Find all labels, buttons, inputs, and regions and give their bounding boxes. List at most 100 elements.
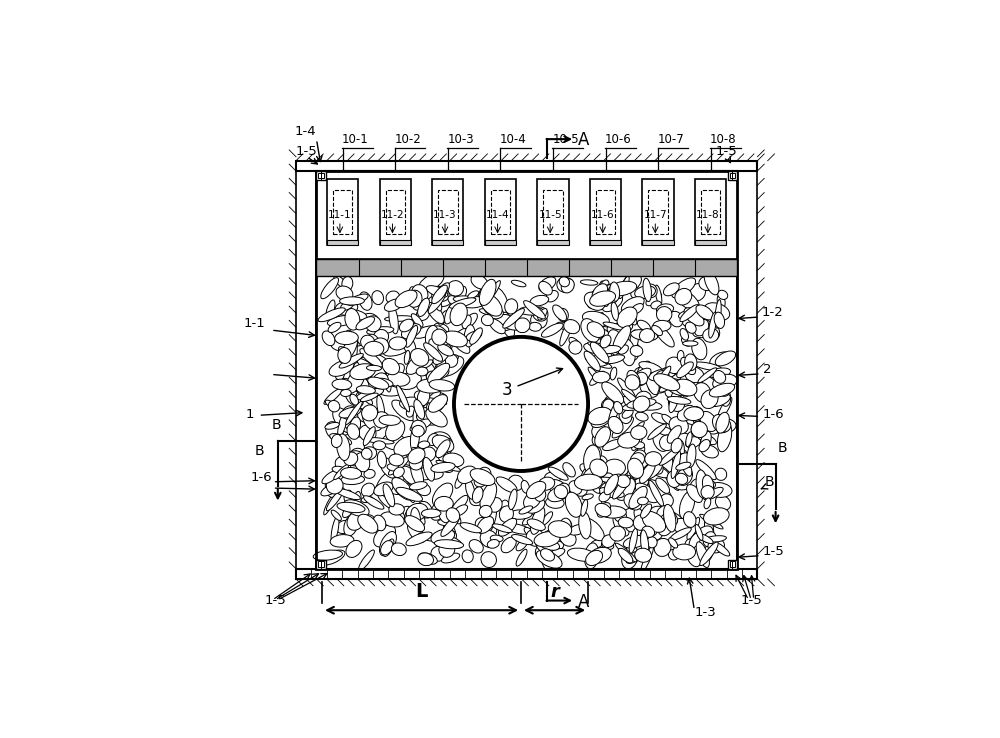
Ellipse shape — [580, 469, 587, 486]
Ellipse shape — [544, 472, 561, 483]
Ellipse shape — [681, 338, 690, 346]
Ellipse shape — [696, 432, 716, 444]
Ellipse shape — [693, 328, 712, 338]
Ellipse shape — [673, 440, 684, 469]
Ellipse shape — [538, 477, 555, 490]
Ellipse shape — [503, 308, 524, 328]
Ellipse shape — [645, 284, 657, 297]
Ellipse shape — [651, 521, 664, 540]
Ellipse shape — [613, 325, 631, 351]
Ellipse shape — [353, 362, 369, 380]
Ellipse shape — [344, 452, 358, 466]
Ellipse shape — [374, 329, 389, 344]
Ellipse shape — [659, 373, 682, 392]
Ellipse shape — [343, 372, 363, 381]
Ellipse shape — [602, 397, 617, 407]
Bar — [695, 179, 726, 245]
Ellipse shape — [658, 382, 675, 393]
Ellipse shape — [623, 535, 648, 548]
Ellipse shape — [693, 417, 703, 426]
Ellipse shape — [581, 500, 588, 517]
Ellipse shape — [361, 497, 373, 503]
Ellipse shape — [648, 480, 672, 500]
Ellipse shape — [710, 394, 730, 407]
Ellipse shape — [629, 528, 637, 554]
Ellipse shape — [458, 466, 477, 483]
Ellipse shape — [359, 425, 376, 441]
Ellipse shape — [422, 298, 433, 311]
Ellipse shape — [710, 418, 736, 433]
Ellipse shape — [631, 479, 649, 499]
Ellipse shape — [356, 386, 375, 394]
Text: 1-1: 1-1 — [244, 317, 265, 330]
Ellipse shape — [343, 500, 369, 517]
Text: 11-6: 11-6 — [591, 210, 615, 221]
Ellipse shape — [614, 321, 633, 333]
Ellipse shape — [332, 466, 346, 473]
Ellipse shape — [648, 382, 658, 392]
Ellipse shape — [425, 389, 440, 399]
Ellipse shape — [437, 498, 451, 523]
Ellipse shape — [680, 305, 699, 322]
Ellipse shape — [391, 543, 406, 556]
Ellipse shape — [444, 354, 458, 368]
Ellipse shape — [364, 496, 384, 509]
Ellipse shape — [584, 351, 600, 370]
Ellipse shape — [603, 473, 615, 486]
Ellipse shape — [687, 444, 696, 467]
Ellipse shape — [343, 464, 360, 476]
Ellipse shape — [707, 483, 732, 497]
Ellipse shape — [695, 525, 703, 540]
Bar — [730, 562, 735, 567]
Ellipse shape — [541, 323, 563, 337]
Ellipse shape — [688, 486, 698, 496]
Ellipse shape — [347, 294, 368, 306]
Ellipse shape — [637, 497, 648, 505]
Ellipse shape — [451, 495, 468, 514]
Ellipse shape — [424, 343, 443, 362]
Ellipse shape — [373, 373, 388, 389]
Ellipse shape — [612, 417, 633, 438]
Ellipse shape — [460, 523, 482, 533]
Ellipse shape — [653, 320, 671, 331]
Ellipse shape — [479, 280, 492, 297]
Ellipse shape — [435, 283, 449, 300]
Ellipse shape — [702, 475, 714, 494]
Ellipse shape — [355, 387, 367, 404]
Ellipse shape — [698, 368, 717, 383]
Bar — [728, 171, 737, 180]
Ellipse shape — [408, 489, 415, 503]
Bar — [316, 171, 737, 259]
Ellipse shape — [367, 327, 394, 335]
Ellipse shape — [313, 550, 342, 560]
Ellipse shape — [719, 387, 731, 407]
Ellipse shape — [689, 407, 704, 421]
Ellipse shape — [351, 408, 371, 433]
Ellipse shape — [683, 511, 696, 528]
Ellipse shape — [641, 546, 653, 572]
Ellipse shape — [642, 511, 666, 532]
Ellipse shape — [704, 516, 714, 543]
Ellipse shape — [404, 473, 415, 484]
Ellipse shape — [389, 447, 402, 469]
Ellipse shape — [582, 311, 609, 326]
Ellipse shape — [413, 508, 427, 526]
Ellipse shape — [560, 531, 576, 546]
Ellipse shape — [701, 486, 714, 499]
Ellipse shape — [344, 514, 358, 536]
Ellipse shape — [622, 390, 642, 407]
Bar — [537, 179, 569, 245]
Ellipse shape — [704, 487, 723, 500]
Text: 1-6: 1-6 — [251, 471, 272, 483]
Ellipse shape — [445, 303, 456, 324]
Ellipse shape — [462, 550, 473, 562]
Ellipse shape — [682, 413, 698, 432]
Ellipse shape — [527, 519, 545, 531]
Ellipse shape — [364, 469, 375, 478]
Bar — [590, 241, 621, 245]
Ellipse shape — [437, 356, 464, 376]
Ellipse shape — [687, 485, 702, 503]
Ellipse shape — [406, 532, 432, 545]
Ellipse shape — [326, 300, 335, 320]
Ellipse shape — [596, 289, 615, 309]
